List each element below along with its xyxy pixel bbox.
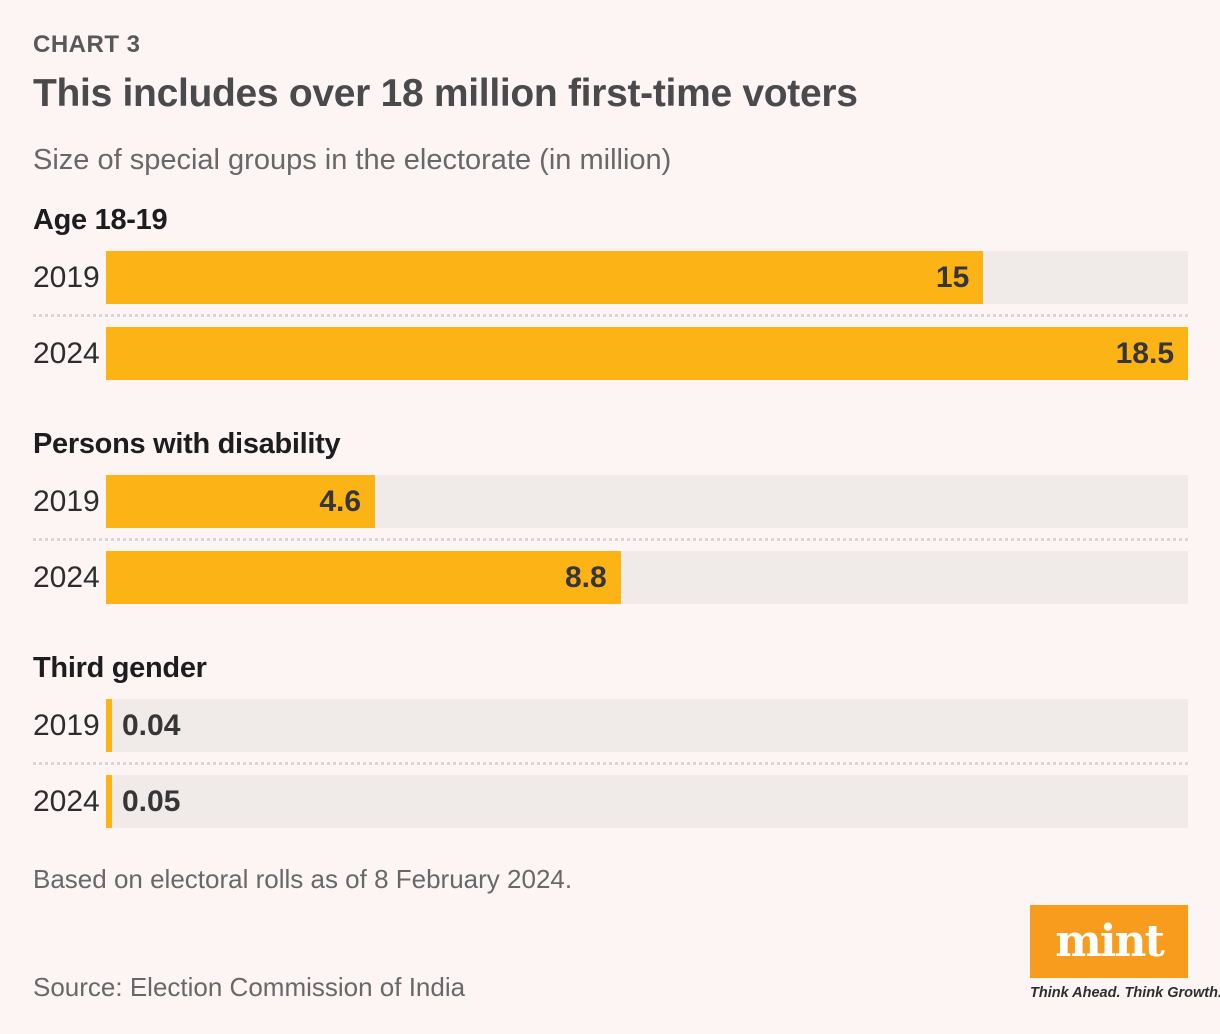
row-year-label: 2019 bbox=[33, 484, 100, 518]
mint-logo-wordmark: mint bbox=[1055, 915, 1165, 967]
bar-value-label: 15 bbox=[935, 260, 970, 294]
chart-group: Age 18-19 2019 15 2024 18.5 bbox=[33, 205, 1188, 380]
group-rows: 2019 0.04 2024 0.05 bbox=[33, 699, 1188, 828]
group-label: Persons with disability bbox=[33, 428, 341, 460]
bar: 4.6 bbox=[106, 475, 376, 528]
bar-value-label: 4.6 bbox=[319, 484, 362, 518]
group-rows: 2019 15 2024 18.5 bbox=[33, 251, 1188, 380]
row-year-label: 2024 bbox=[33, 336, 100, 370]
bar-value-label: 0.05 bbox=[122, 784, 181, 818]
bar: 8.8 bbox=[106, 551, 621, 604]
row-separator bbox=[33, 762, 1188, 765]
bar-row: 2019 15 bbox=[33, 251, 1188, 304]
row-year-label: 2019 bbox=[33, 260, 100, 294]
bar-row: 2019 0.04 bbox=[33, 699, 1188, 752]
bar-row: 2024 18.5 bbox=[33, 327, 1188, 380]
bar-track: 4.6 bbox=[106, 475, 1188, 528]
bar-value-label: 18.5 bbox=[1115, 336, 1174, 370]
bar: 15 bbox=[106, 251, 984, 304]
bar-row: 2024 0.05 bbox=[33, 775, 1188, 828]
group-label: Age 18-19 bbox=[33, 204, 168, 236]
bar-track: 18.5 bbox=[106, 327, 1188, 380]
bar-row: 2024 8.8 bbox=[33, 551, 1188, 604]
bar bbox=[106, 775, 112, 828]
group-rows: 2019 4.6 2024 8.8 bbox=[33, 475, 1188, 604]
bar-value-label: 0.04 bbox=[122, 708, 181, 742]
bar-track: 8.8 bbox=[106, 551, 1188, 604]
mint-tagline: Think Ahead. Think Growth. bbox=[1030, 985, 1220, 1001]
bar-track: 15 bbox=[106, 251, 1188, 304]
chart-group: Persons with disability 2019 4.6 2024 8.… bbox=[33, 429, 1188, 604]
mint-logo-box: mint bbox=[1030, 905, 1188, 978]
row-separator bbox=[33, 538, 1188, 541]
row-separator bbox=[33, 314, 1188, 317]
row-year-label: 2024 bbox=[33, 784, 100, 818]
bar-value-label: 8.8 bbox=[564, 560, 607, 594]
row-year-label: 2024 bbox=[33, 560, 100, 594]
mint-logo: mint Think Ahead. Think Growth. bbox=[1030, 905, 1220, 1001]
bar-track: 0.05 bbox=[106, 775, 1188, 828]
source-credit: Source: Election Commission of India bbox=[33, 972, 466, 1002]
page-title: This includes over 18 million first-time… bbox=[33, 72, 858, 115]
group-label: Third gender bbox=[33, 652, 207, 684]
chart-subtitle: Size of special groups in the electorate… bbox=[33, 144, 672, 176]
chart-footnote: Based on electoral rolls as of 8 Februar… bbox=[33, 864, 573, 894]
chart-groups: Age 18-19 2019 15 2024 18.5 Persons with… bbox=[33, 205, 1188, 828]
bar-track: 0.04 bbox=[106, 699, 1188, 752]
chart-kicker: CHART 3 bbox=[33, 31, 141, 58]
row-year-label: 2019 bbox=[33, 708, 100, 742]
bar: 18.5 bbox=[106, 327, 1188, 380]
bar-row: 2019 4.6 bbox=[33, 475, 1188, 528]
bar bbox=[106, 699, 112, 752]
chart-group: Third gender 2019 0.04 2024 0.05 bbox=[33, 653, 1188, 828]
